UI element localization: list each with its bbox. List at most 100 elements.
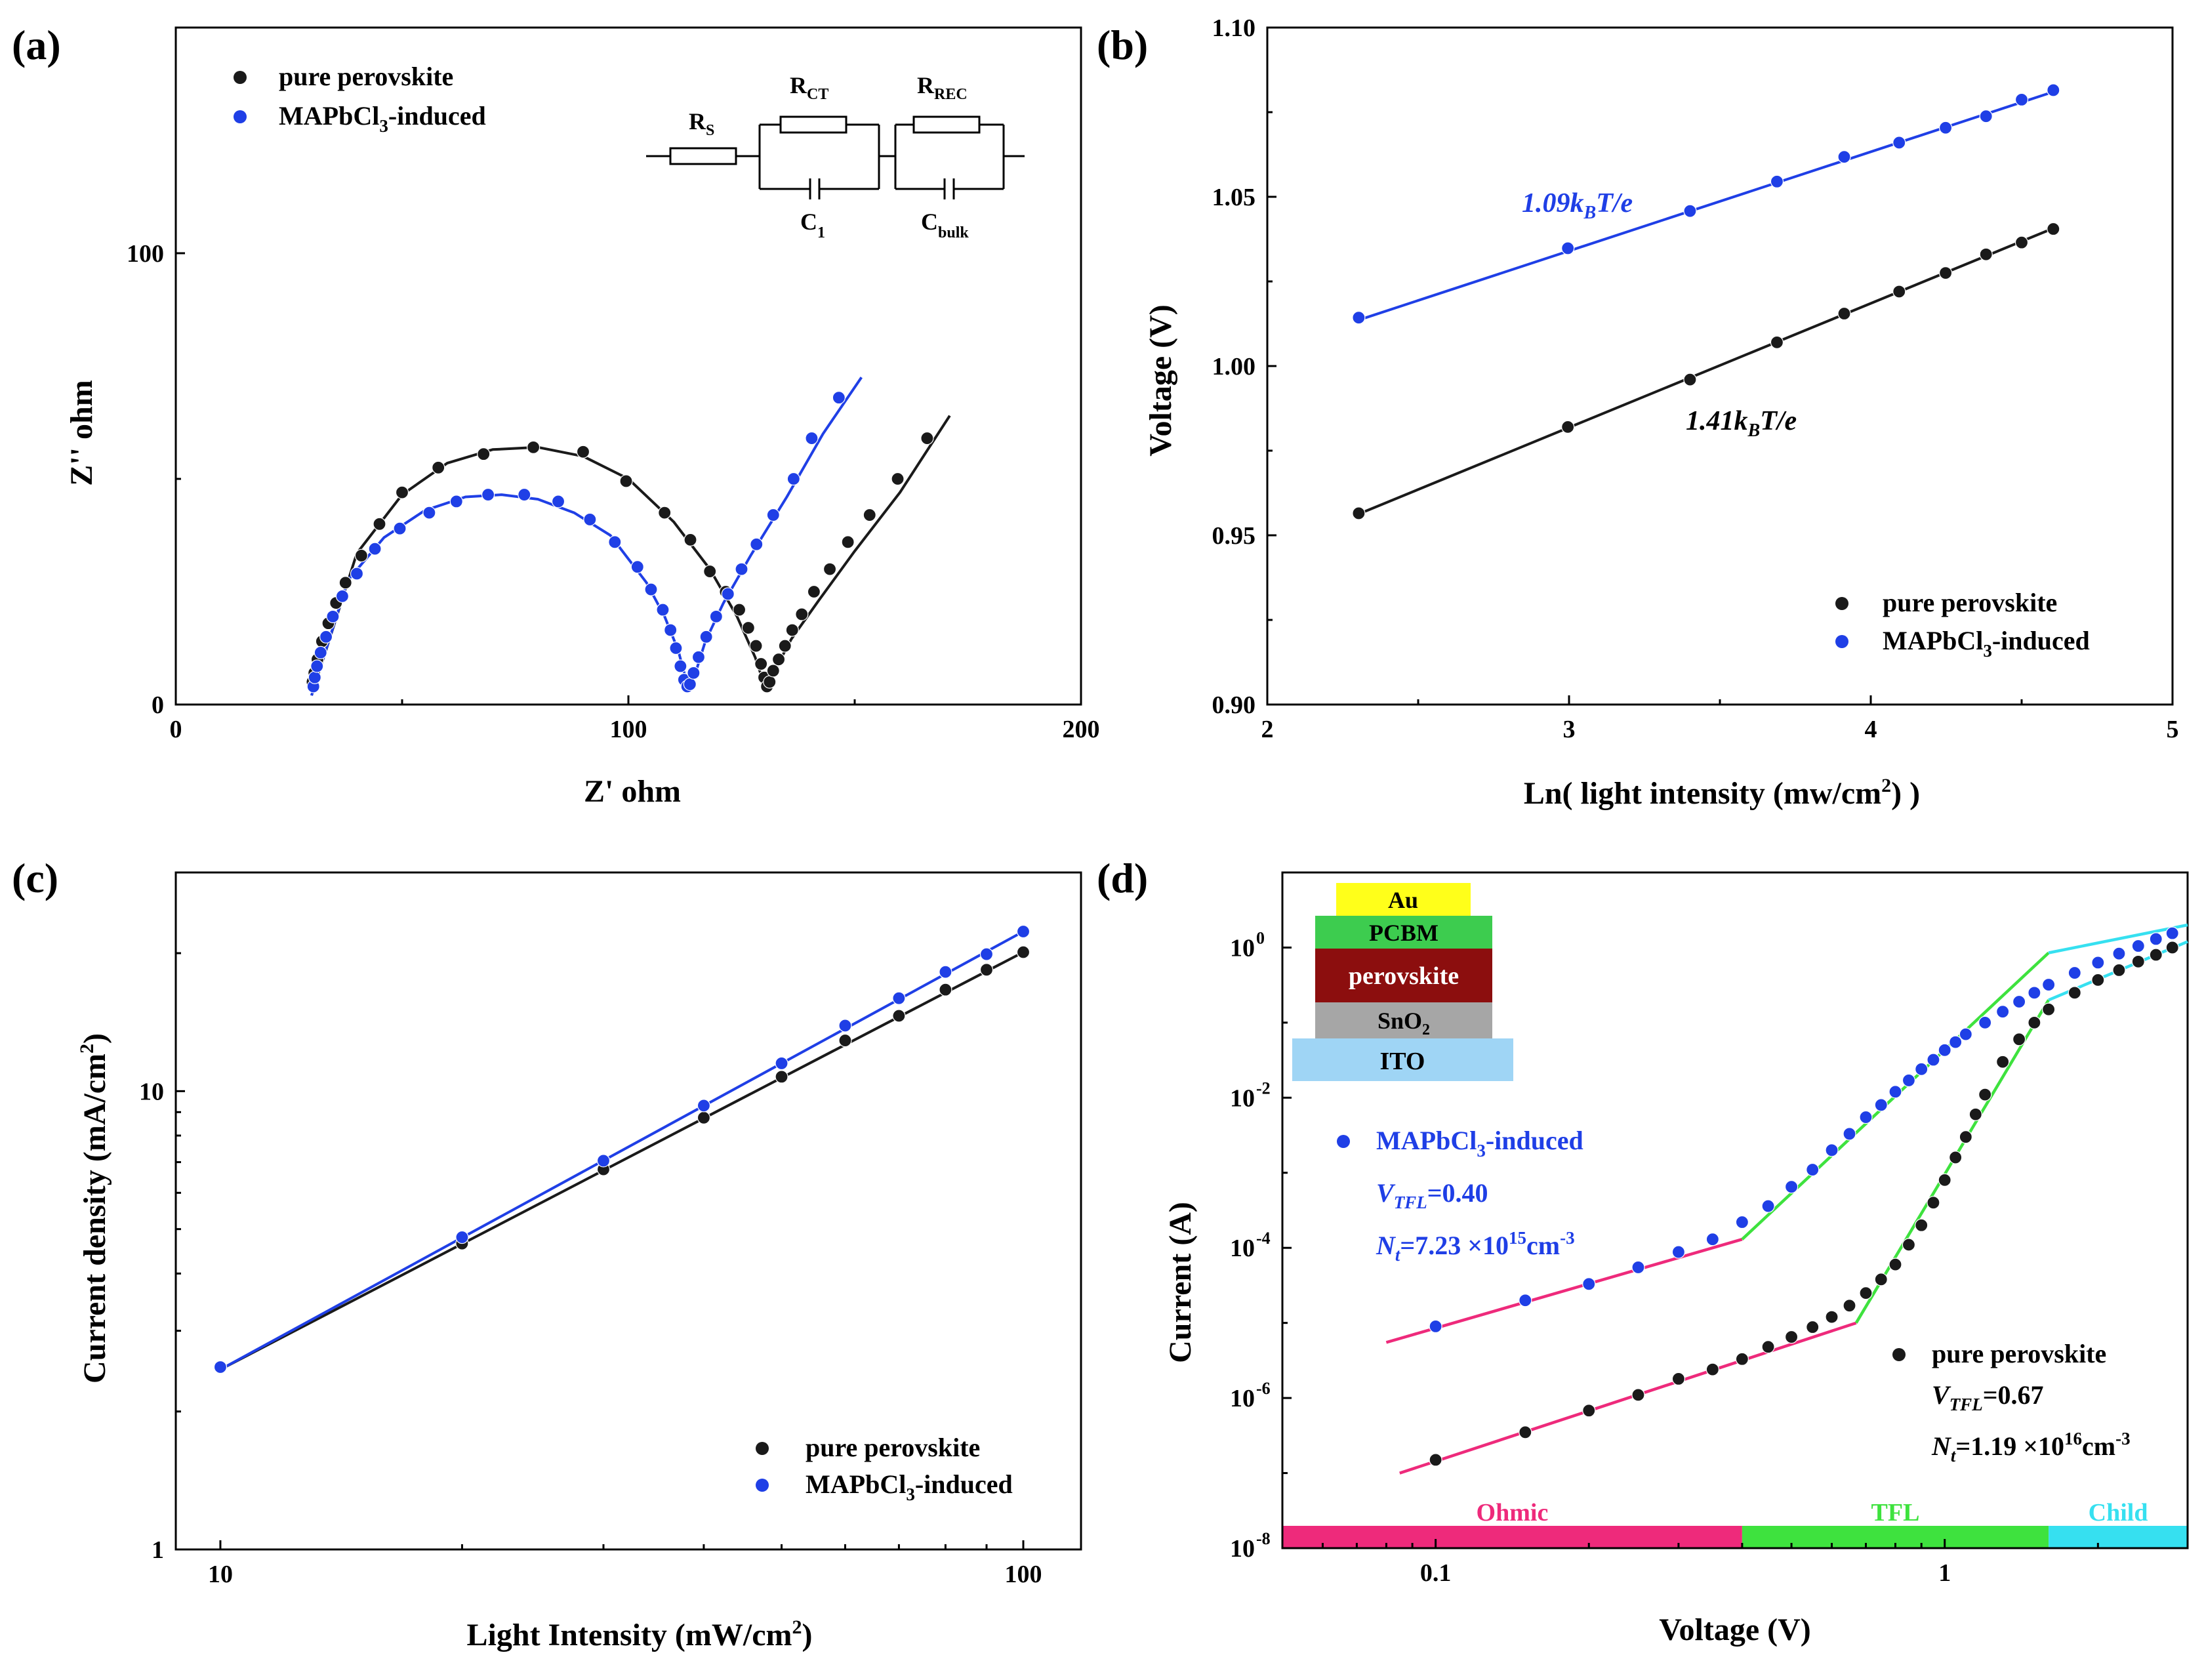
layer-ito-label: ITO [1379,1048,1425,1075]
y-tick-label: 1.05 [1212,184,1256,211]
data-point-blue [1843,1127,1856,1141]
data-point-blue [2091,956,2105,970]
panel-c-legend: pure perovskite MAPbCl3-induced [756,1433,1013,1504]
data-point-blue [1979,110,1993,123]
panel-c-label: (c) [12,855,58,901]
panel-b-label: (b) [1097,22,1148,68]
panel-b: 2 3 4 5 0.90 0.95 1.00 1.05 1.10 Ln( light inten… [1143,14,2179,811]
y-tick-label: 10 [1230,1535,1255,1563]
region-label-child: Child [2089,1499,2148,1526]
data-point-black [1784,1330,1799,1344]
panel-d-regions: Ohmic TFL Child [1282,1499,2188,1548]
fit-line-black [310,415,951,696]
panel-c: 10 100 1 10 Light Intensity (mW/cm2) Curren… [76,871,1082,1652]
data-point-blue [892,991,906,1005]
data-point-black [619,474,633,488]
data-point-blue [518,487,531,502]
panel-c-points [213,924,1031,1374]
data-point-black [1631,1388,1645,1402]
data-point-black [979,963,994,977]
annotation-blue-slope: 1.09kBT/e [1522,188,1633,223]
data-point-black [526,440,541,454]
data-point-black [354,548,369,563]
panel-d-ylabel: Current (A) [1163,1202,1198,1363]
data-point-black [749,639,763,653]
x-tick-label: 100 [1005,1561,1042,1588]
data-point-black [2091,973,2105,987]
data-point-black [477,447,491,461]
y-tick-exponent: -6 [1256,1379,1271,1398]
data-point-black [732,603,746,617]
data-point-black [1825,1310,1839,1324]
data-point-black [1927,1196,1940,1210]
panel-d-label: (d) [1097,855,1148,901]
panel-c-ylabel: Current density (mA/cm2) [76,1033,112,1383]
data-point-blue [1631,1260,1645,1275]
data-point-blue [699,630,713,644]
data-point-black [1938,1173,1951,1187]
y-tick-label: 0.95 [1212,522,1256,550]
panel-d-frame [1281,871,2189,1549]
y-tick-label: 10 [139,1078,164,1105]
data-point-blue [979,947,994,961]
data-point-blue [683,677,697,691]
data-point-blue [335,589,350,603]
data-point-blue [1837,150,1851,164]
data-point-black [795,607,809,621]
y-tick-exponent: -8 [1256,1529,1271,1548]
data-point-blue [1892,136,1906,150]
data-point-blue [1806,1162,1820,1177]
data-point-black [1735,1352,1749,1366]
data-point-black [2012,1033,2026,1046]
y-tick-exponent: 0 [1256,928,1265,947]
data-point-black [1761,1340,1775,1354]
data-point-blue [1735,1215,1749,1229]
data-point-black [863,508,876,522]
legend-marker-pure [756,1442,769,1455]
data-point-blue [735,562,748,576]
data-point-blue [1888,1085,1902,1099]
data-point-black [1016,945,1031,959]
panel-c-fits [220,930,1024,1371]
data-point-black [373,517,386,531]
data-point-blue [213,1360,228,1374]
data-point-black [1837,306,1851,321]
data-point-black [2047,222,2060,236]
data-point-black [1843,1299,1856,1313]
black-sample-info: pure perovskite VTFL=0.67 Nt=1.19 ×1016c… [1892,1339,2131,1465]
data-point-black [1683,373,1697,386]
data-point-blue [1825,1143,1839,1157]
panel-a-points [306,391,934,693]
panel-c-ticks: 10 100 1 10 [139,952,1042,1588]
legend-marker-mapbcl3 [1337,1135,1350,1148]
data-point-blue [1016,924,1031,939]
fit-line-blue [1358,91,2054,321]
panel-d-fits [1385,923,2188,1475]
data-point-blue [674,659,687,673]
data-point-blue [1429,1319,1442,1334]
layer-pcbm [1315,916,1492,949]
data-point-blue [308,670,321,684]
data-point-blue [1352,311,1366,325]
data-point-blue [750,537,764,551]
data-point-black [891,472,905,486]
annotation-black-slope: 1.41kBT/e [1686,406,1797,441]
fit-line-black [220,951,1024,1371]
data-point-blue [1519,1294,1532,1307]
data-point-black [1429,1453,1442,1467]
vtfl-blue: VTFL=0.40 [1376,1178,1488,1212]
legend-marker-pure [234,71,247,84]
data-point-blue [1959,1027,1972,1041]
data-point-blue [939,965,952,979]
legend-marker-mapbcl3 [756,1479,769,1492]
y-tick-label: 10 [1230,1235,1255,1262]
data-point-black [771,653,786,666]
panel-c-xlabel: Light Intensity (mW/cm2) [467,1616,813,1652]
region-label-tfl: TFL [1871,1499,1920,1526]
y-tick-exponent: -4 [1256,1229,1271,1248]
data-point-black [841,535,855,549]
panel-a-legend: pure perovskite MAPbCl3-induced [234,62,486,136]
data-point-blue [310,659,324,673]
data-point-black [2165,941,2179,954]
